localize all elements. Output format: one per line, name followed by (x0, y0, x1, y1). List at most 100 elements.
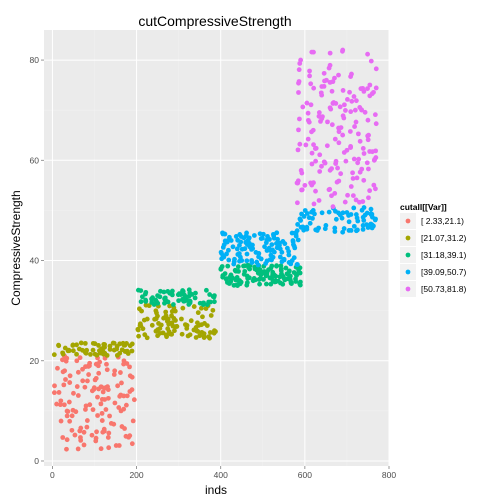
data-point (352, 107, 358, 113)
data-point (155, 300, 161, 306)
data-point (306, 119, 312, 125)
data-point (372, 156, 378, 162)
data-point (352, 124, 357, 129)
data-point (277, 246, 283, 252)
data-point (91, 385, 97, 391)
data-point (201, 335, 207, 340)
data-point (82, 350, 88, 355)
data-point (366, 195, 371, 201)
data-point (65, 348, 71, 354)
data-point (237, 242, 242, 248)
data-point (90, 340, 96, 346)
data-point (355, 218, 361, 224)
data-point (94, 429, 99, 435)
data-point (330, 101, 336, 106)
data-point (361, 177, 367, 183)
data-point (264, 258, 270, 264)
data-point (343, 158, 349, 164)
data-point (222, 271, 228, 277)
data-point (207, 292, 213, 297)
legend-swatch (405, 235, 411, 241)
data-point (88, 351, 93, 357)
data-point (346, 228, 352, 233)
data-point (87, 402, 93, 408)
data-point (320, 114, 325, 120)
data-point (293, 276, 298, 282)
data-point (107, 343, 113, 349)
data-point (309, 161, 315, 167)
data-point (106, 445, 112, 451)
data-point (300, 104, 306, 110)
data-point (129, 341, 135, 347)
data-point (127, 364, 132, 370)
data-point (241, 263, 246, 269)
y-tick-label: 80 (30, 55, 40, 65)
data-point (62, 368, 68, 374)
data-point (98, 401, 104, 407)
data-point (367, 188, 373, 194)
data-point (307, 73, 312, 79)
legend-swatch (405, 286, 411, 292)
data-point (58, 398, 64, 404)
data-point (143, 302, 149, 308)
data-point (373, 216, 378, 222)
data-point (341, 150, 347, 155)
data-point (97, 359, 103, 365)
data-point (55, 365, 60, 371)
data-point (335, 165, 340, 171)
data-point (142, 332, 148, 338)
data-point (230, 244, 236, 250)
data-point (321, 159, 327, 165)
data-point (309, 182, 315, 187)
data-point (82, 384, 88, 390)
data-point (317, 152, 323, 158)
data-point (346, 213, 351, 218)
data-point (299, 211, 305, 217)
data-point (353, 98, 359, 104)
data-point (304, 100, 310, 106)
data-point (74, 342, 79, 348)
data-point (336, 178, 342, 184)
data-point (69, 413, 75, 419)
data-point (64, 413, 70, 419)
data-point (332, 229, 338, 234)
legend: cutall[[Var]] [ 2.33,21.1) [21.07,31.2) [3… (400, 202, 467, 297)
data-point (139, 294, 145, 300)
data-point (110, 340, 116, 346)
data-point (78, 425, 84, 431)
data-point (237, 278, 243, 283)
data-point (263, 273, 269, 279)
data-point (297, 216, 303, 222)
data-point (61, 382, 67, 388)
data-point (287, 273, 292, 278)
data-point (195, 320, 200, 326)
data-point (129, 374, 135, 380)
data-point (351, 205, 357, 211)
data-point (180, 305, 186, 311)
data-point (243, 233, 249, 239)
data-point (371, 182, 377, 188)
data-point (311, 49, 316, 55)
data-point (313, 227, 319, 233)
data-point (225, 238, 231, 244)
data-point (288, 279, 294, 285)
legend-label: [ 2.33,21.1) (421, 216, 464, 226)
data-point (290, 239, 296, 245)
data-point (311, 201, 317, 207)
data-point (347, 89, 352, 95)
data-point (219, 264, 225, 269)
x-tick-label: 0 (50, 470, 55, 480)
data-point (340, 113, 346, 119)
data-point (179, 331, 185, 337)
data-point (280, 239, 286, 244)
data-point (105, 395, 111, 401)
data-point (99, 346, 104, 352)
data-point (360, 146, 366, 151)
data-point (64, 408, 70, 414)
data-point (296, 90, 301, 95)
data-point (83, 407, 88, 412)
data-point (155, 327, 161, 333)
data-point (186, 287, 192, 293)
data-point (368, 206, 374, 212)
